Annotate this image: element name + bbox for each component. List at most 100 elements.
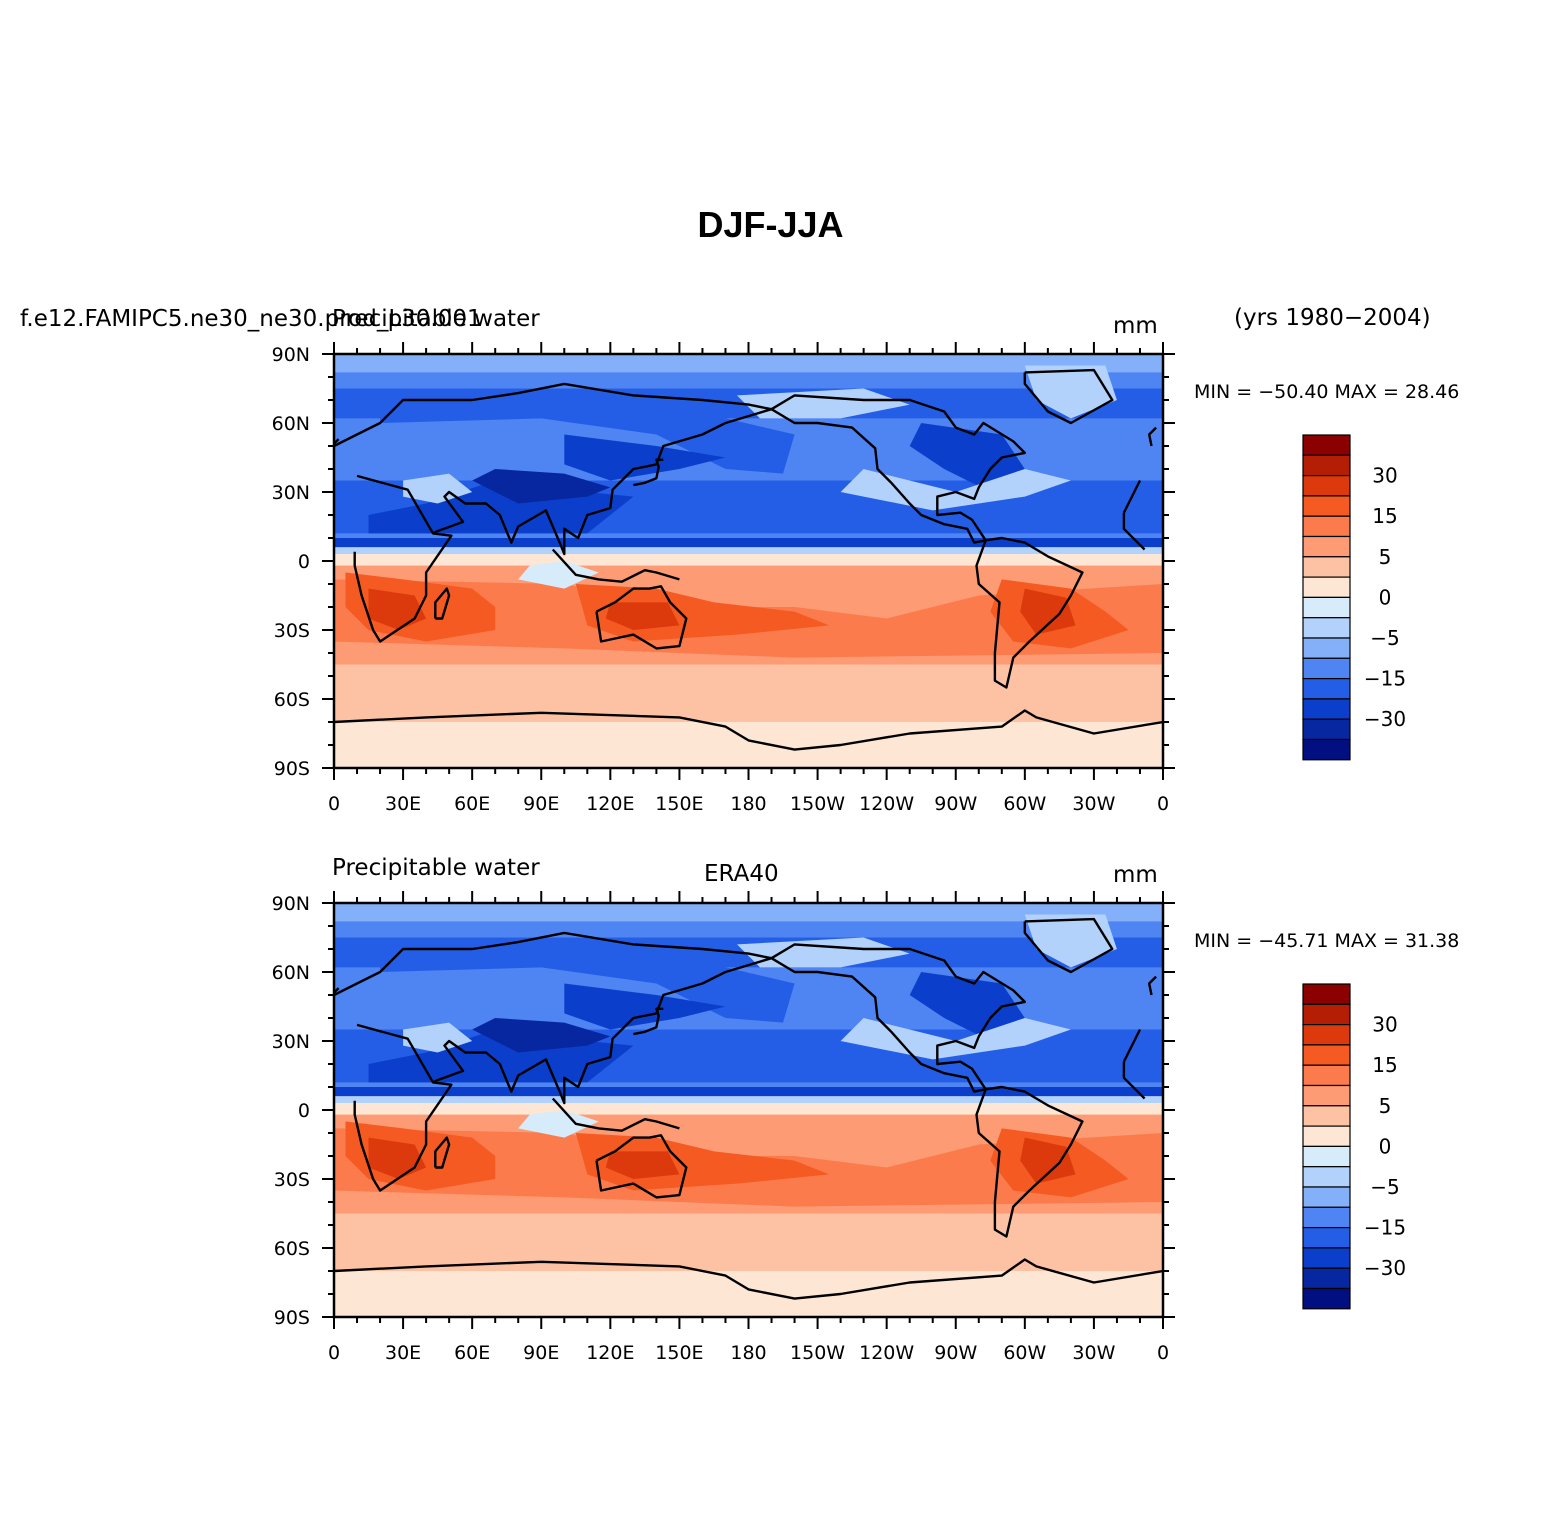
coastline xyxy=(551,548,680,583)
coastline xyxy=(1122,1028,1142,1063)
coastlines xyxy=(334,368,1163,751)
colorbar-swatch xyxy=(1302,1084,1351,1107)
colorbar-label: −30 xyxy=(1364,1256,1406,1280)
colorbar-swatch xyxy=(1302,1064,1351,1087)
coastline xyxy=(434,1136,451,1169)
colorbar-label: 0 xyxy=(1379,585,1392,609)
coastline xyxy=(1122,1061,1146,1100)
contour-region xyxy=(334,722,1163,768)
colorbar-swatch xyxy=(1302,1287,1351,1310)
colorbar-label: 30 xyxy=(1372,464,1397,488)
colorbar-swatch xyxy=(1302,475,1351,497)
colorbar-swatch xyxy=(1302,1044,1351,1066)
panel1-map: 0 30E 60E 90E 120E 150E 180 150W 120W 90W 60W 30W 09… xyxy=(272,342,1406,815)
colorbar-swatch xyxy=(1302,1145,1351,1168)
colorbar-swatch xyxy=(1302,556,1351,578)
contour-region xyxy=(334,538,1163,548)
colorbar-swatch xyxy=(1302,1166,1351,1188)
coastline xyxy=(434,587,451,620)
contour-region xyxy=(737,937,910,968)
x-tick-label: 60W xyxy=(1003,1342,1046,1364)
contour-region xyxy=(334,547,1163,555)
colorbar-swatch xyxy=(1302,698,1351,720)
x-tick-label: 0 xyxy=(1157,1342,1169,1364)
coastline xyxy=(595,1134,688,1199)
colorbar-swatch xyxy=(1302,657,1351,680)
colorbar-swatch xyxy=(1302,677,1351,700)
contour-region xyxy=(564,434,726,481)
coastline xyxy=(633,458,664,487)
colorbar-swatch xyxy=(1302,983,1351,1005)
contour-region xyxy=(909,423,1025,492)
colorbar-swatch xyxy=(1302,1105,1351,1127)
panel2-map: 0 30E 60E 90E 120E 150E 180 150W 120W 90W 60W 30W 09… xyxy=(272,891,1406,1364)
contour-region xyxy=(334,1103,1163,1115)
y-tick-label: 60N xyxy=(272,413,310,435)
y-tick-label: 60N xyxy=(272,962,310,984)
contour-region xyxy=(605,1151,680,1179)
coastline xyxy=(334,1258,1163,1300)
coastline xyxy=(1023,368,1114,425)
contour-region xyxy=(605,602,680,630)
x-tick-label: 30E xyxy=(385,1342,421,1364)
panel1-units-label: mm xyxy=(1113,313,1158,339)
y-tick-label: 30N xyxy=(272,482,310,504)
coastline xyxy=(353,1023,453,1192)
coastline xyxy=(334,382,772,448)
contour-region xyxy=(518,561,599,589)
x-tick-label: 120E xyxy=(586,793,634,815)
x-tick-label: 90E xyxy=(523,793,559,815)
colorbar-swatch xyxy=(1302,1226,1351,1249)
coastline xyxy=(1148,426,1157,447)
colorbar-swatch xyxy=(1302,1186,1351,1208)
panel1-variable-label: Precipitable water xyxy=(332,306,540,332)
y-tick-label: 90S xyxy=(274,1307,310,1329)
x-tick-label: 120E xyxy=(586,1342,634,1364)
y-tick-label: 60S xyxy=(274,689,310,711)
y-tick-label: 90S xyxy=(274,758,310,780)
contour-region xyxy=(909,972,1025,1041)
x-tick-label: 120W xyxy=(859,793,914,815)
x-tick-label: 60W xyxy=(1003,793,1046,815)
colorbar: 30 15 5 0 −5 −15 −30 xyxy=(1302,434,1406,761)
coastline xyxy=(975,536,1084,689)
x-tick-label: 30W xyxy=(1072,793,1115,815)
y-tick-label: 0 xyxy=(298,1100,310,1122)
x-tick-label: 150W xyxy=(790,793,845,815)
panel2-units-label: mm xyxy=(1113,862,1158,888)
coastline xyxy=(975,1085,1084,1238)
contour-region xyxy=(334,903,1163,922)
x-tick-label: 90E xyxy=(523,1342,559,1364)
y-tick-label: 30S xyxy=(274,620,310,642)
coastline xyxy=(1148,975,1157,996)
coastline xyxy=(770,394,1026,544)
colorbar-label: 5 xyxy=(1379,545,1392,569)
colorbar-swatch xyxy=(1302,434,1351,456)
colorbar-swatch xyxy=(1302,576,1351,598)
contour-fills xyxy=(334,903,1163,1317)
contour-region xyxy=(334,1229,1163,1267)
coastline xyxy=(551,1097,680,1132)
colorbar-swatch xyxy=(1302,535,1351,558)
colorbar-swatch xyxy=(1302,495,1351,517)
y-tick-label: 0 xyxy=(298,551,310,573)
colorbar-swatch xyxy=(1302,1023,1351,1046)
colorbar-swatch xyxy=(1302,515,1351,538)
y-tick-label: 60S xyxy=(274,1238,310,1260)
x-tick-label: 90W xyxy=(934,793,977,815)
colorbar-label: 5 xyxy=(1379,1094,1392,1118)
x-tick-label: 0 xyxy=(1157,793,1169,815)
colorbar-swatch xyxy=(1302,1267,1351,1290)
coastline xyxy=(595,585,688,650)
coastline xyxy=(1122,512,1146,551)
colorbar: 30 15 5 0 −5 −15 −30 xyxy=(1302,983,1406,1310)
figure-title: DJF-JJA xyxy=(697,204,844,245)
colorbar-swatch xyxy=(1302,637,1351,659)
contour-region xyxy=(334,1096,1163,1104)
panel2-variable-label: Precipitable water xyxy=(332,855,540,881)
coastline xyxy=(353,474,453,643)
contour-region xyxy=(472,1018,611,1053)
colorbar-swatch xyxy=(1302,454,1351,477)
contour-region xyxy=(1020,588,1076,635)
x-tick-label: 180 xyxy=(730,1342,766,1364)
